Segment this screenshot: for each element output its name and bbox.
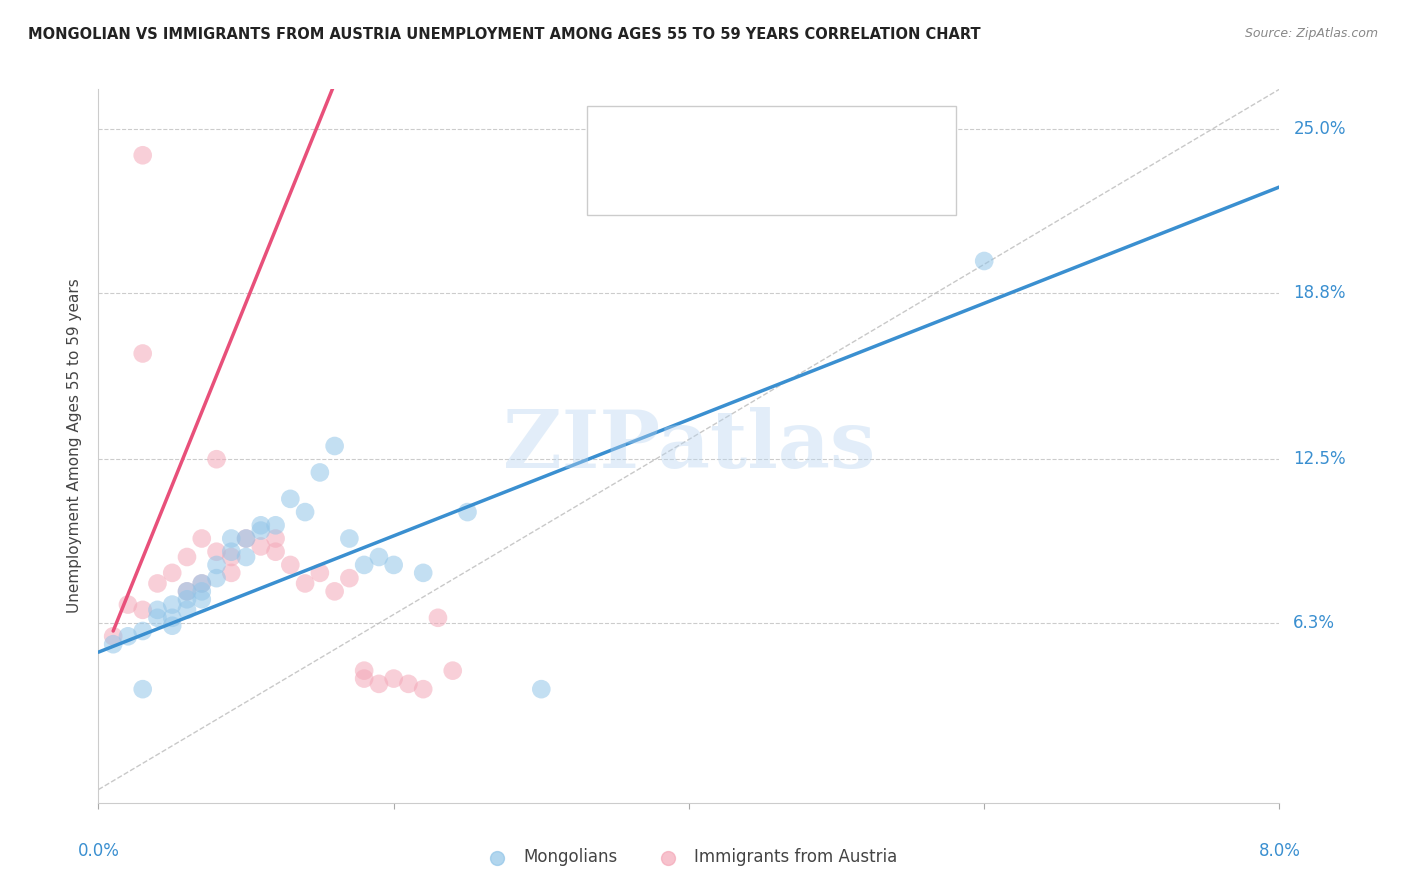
- Point: [264, 518, 287, 533]
- Point: [412, 566, 434, 580]
- Text: 36: 36: [778, 131, 799, 146]
- Text: N =: N =: [718, 175, 766, 190]
- Point: [191, 592, 214, 607]
- Point: [382, 672, 405, 686]
- Point: [205, 558, 228, 572]
- Text: 32: 32: [778, 175, 799, 190]
- Point: [353, 664, 375, 678]
- Point: [132, 603, 155, 617]
- Point: [250, 540, 273, 554]
- Point: [191, 532, 214, 546]
- Text: N =: N =: [718, 131, 766, 146]
- Point: [530, 682, 553, 697]
- Text: R =: R =: [634, 131, 666, 146]
- Point: [264, 532, 287, 546]
- Y-axis label: Unemployment Among Ages 55 to 59 years: Unemployment Among Ages 55 to 59 years: [66, 278, 82, 614]
- Text: ■: ■: [612, 172, 631, 193]
- Point: [382, 558, 405, 572]
- Point: [117, 629, 139, 643]
- Text: Source: ZipAtlas.com: Source: ZipAtlas.com: [1244, 27, 1378, 40]
- Text: MONGOLIAN VS IMMIGRANTS FROM AUSTRIA UNEMPLOYMENT AMONG AGES 55 TO 59 YEARS CORR: MONGOLIAN VS IMMIGRANTS FROM AUSTRIA UNE…: [28, 27, 981, 42]
- Point: [132, 624, 155, 638]
- Point: [308, 566, 332, 580]
- Point: [278, 491, 301, 506]
- Point: [162, 598, 183, 612]
- Point: [205, 545, 228, 559]
- Point: [176, 549, 198, 564]
- Point: [191, 576, 214, 591]
- Point: [235, 532, 257, 546]
- Point: [191, 584, 214, 599]
- Point: [205, 452, 228, 467]
- Point: [162, 618, 183, 632]
- Point: [132, 682, 155, 697]
- Text: 25.0%: 25.0%: [1294, 120, 1346, 138]
- Point: [441, 664, 464, 678]
- Point: [146, 603, 169, 617]
- Point: [323, 584, 346, 599]
- Point: [353, 672, 375, 686]
- Point: [117, 598, 139, 612]
- Point: [146, 576, 169, 591]
- Point: [337, 571, 360, 585]
- Point: [337, 532, 360, 546]
- Point: [235, 549, 257, 564]
- Text: 8.0%: 8.0%: [1258, 842, 1301, 860]
- Text: 0.0%: 0.0%: [77, 842, 120, 860]
- Text: ZIPatlas: ZIPatlas: [503, 407, 875, 485]
- Point: [278, 558, 301, 572]
- Point: [176, 603, 198, 617]
- Point: [176, 584, 198, 599]
- Point: [146, 611, 169, 625]
- Point: [219, 532, 242, 546]
- Point: [162, 611, 183, 625]
- Point: [205, 571, 228, 585]
- Text: 6.3%: 6.3%: [1294, 614, 1336, 632]
- Point: [132, 148, 155, 162]
- Point: [294, 576, 316, 591]
- Point: [323, 439, 346, 453]
- Point: [396, 677, 419, 691]
- Point: [456, 505, 478, 519]
- Point: [132, 346, 155, 360]
- Legend: Mongolians, Immigrants from Austria: Mongolians, Immigrants from Austria: [474, 842, 904, 873]
- Point: [353, 558, 375, 572]
- Point: [973, 254, 995, 268]
- Point: [219, 566, 242, 580]
- Point: [294, 505, 316, 519]
- Point: [219, 545, 242, 559]
- Point: [250, 524, 273, 538]
- Point: [367, 677, 389, 691]
- Point: [176, 592, 198, 607]
- Point: [219, 549, 242, 564]
- Point: [308, 466, 332, 480]
- Text: 0.618: 0.618: [676, 131, 724, 146]
- Point: [103, 629, 124, 643]
- Point: [264, 545, 287, 559]
- Point: [426, 611, 449, 625]
- Point: [412, 682, 434, 697]
- Text: 18.8%: 18.8%: [1294, 284, 1346, 301]
- Text: R =: R =: [634, 175, 666, 190]
- Point: [103, 637, 124, 651]
- Text: ■: ■: [612, 128, 631, 149]
- Point: [176, 584, 198, 599]
- Point: [235, 532, 257, 546]
- Text: 0.471: 0.471: [676, 175, 724, 190]
- Point: [367, 549, 389, 564]
- Point: [162, 566, 183, 580]
- Point: [191, 576, 214, 591]
- Text: 12.5%: 12.5%: [1294, 450, 1346, 468]
- Point: [250, 518, 273, 533]
